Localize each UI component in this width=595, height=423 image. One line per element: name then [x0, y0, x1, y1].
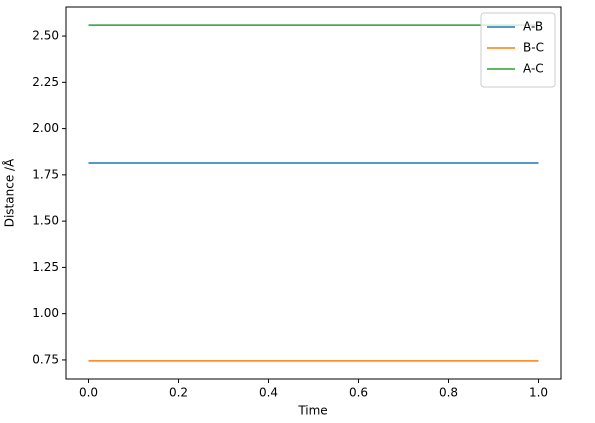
axes-frame	[65, 6, 562, 380]
y-tick-label: 1.75	[32, 167, 59, 181]
y-tick-label: 0.75	[32, 352, 59, 366]
legend-label: B-C	[523, 41, 544, 55]
x-axis-label: Time	[297, 404, 327, 418]
x-tick-label: 0.8	[439, 386, 458, 400]
legend-label: A-C	[523, 62, 544, 76]
y-tick-label: 2.25	[32, 75, 59, 89]
x-tick-label: 0.0	[79, 386, 98, 400]
x-tick-label: 1.0	[529, 386, 548, 400]
y-tick-label: 2.00	[32, 121, 59, 135]
x-tick-label: 0.4	[259, 386, 278, 400]
legend-label: A-B	[523, 20, 543, 34]
y-tick-label: 1.00	[32, 306, 59, 320]
x-tick-label: 0.2	[169, 386, 188, 400]
y-axis-label: Distance /Å	[2, 158, 17, 227]
y-tick-label: 1.25	[32, 260, 59, 274]
y-tick-label: 1.50	[32, 214, 59, 228]
y-tick-label: 2.50	[32, 29, 59, 43]
x-tick-label: 0.6	[349, 386, 368, 400]
